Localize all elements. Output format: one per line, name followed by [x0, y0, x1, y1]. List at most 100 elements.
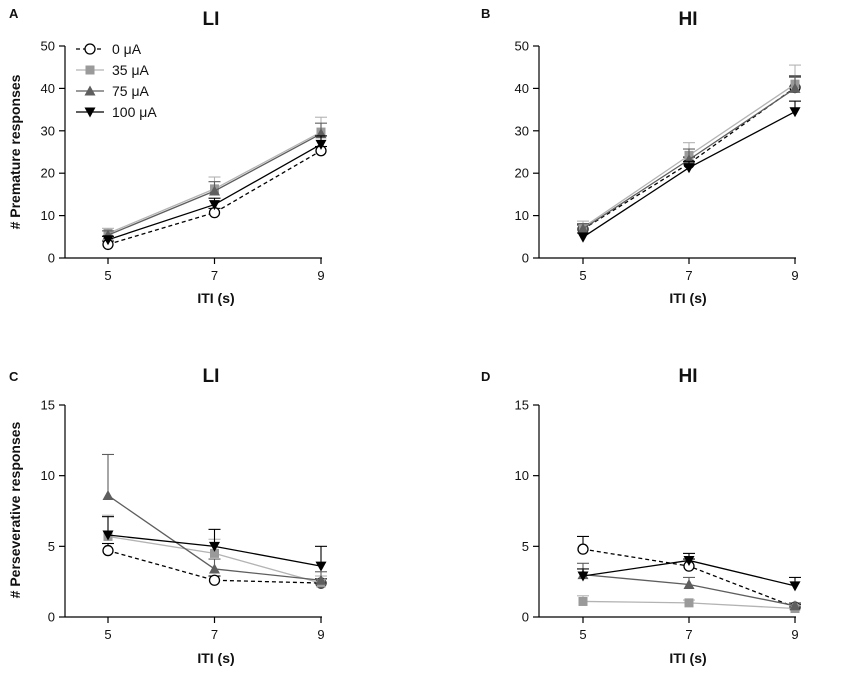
- series-line: [582, 111, 796, 238]
- legend-label: 100 μA: [112, 104, 157, 120]
- legend-marker: [84, 85, 96, 96]
- series: [577, 595, 801, 614]
- x-tick-label: 9: [791, 627, 798, 642]
- data-point: [683, 555, 695, 566]
- panel-title: LI: [203, 366, 220, 387]
- legend-marker: [84, 107, 96, 118]
- legend-label: 75 μA: [112, 83, 150, 99]
- panel-letter: B: [481, 6, 490, 21]
- data-point: [789, 82, 801, 93]
- legend-marker: [84, 43, 96, 55]
- data-point: [789, 581, 801, 592]
- y-tick-label: 10: [515, 208, 529, 223]
- x-axis-label: ITI (s): [669, 290, 706, 306]
- legend-entry: 100 μA: [76, 104, 157, 120]
- y-tick-label: 10: [41, 468, 55, 483]
- data-point: [577, 571, 589, 582]
- panel-letter: D: [481, 369, 490, 384]
- panel-title: HI: [679, 9, 698, 30]
- legend: 0 μA 35 μA 75 μA 100 μA: [76, 41, 157, 120]
- data-point: [102, 489, 114, 500]
- x-tick-label: 5: [579, 268, 586, 283]
- data-point: [209, 563, 220, 574]
- data-point: [315, 574, 327, 585]
- series: [102, 453, 327, 585]
- x-tick-label: 7: [685, 268, 692, 283]
- chart-panel-b: 0 10 20 30 40 50 5 7 9 B HI ITI (s): [481, 6, 801, 306]
- data-point: [210, 548, 219, 558]
- x-tick-label: 7: [211, 268, 218, 283]
- y-tick-label: 0: [48, 251, 55, 266]
- data-point: [209, 541, 220, 552]
- series-line: [107, 150, 322, 246]
- x-axis-label: ITI (s): [197, 290, 234, 306]
- data-point: [789, 600, 801, 611]
- data-point: [315, 561, 327, 572]
- data-point: [789, 107, 801, 118]
- y-tick-label: 40: [515, 81, 529, 96]
- y-tick-label: 5: [522, 539, 529, 554]
- series: [102, 116, 327, 238]
- x-tick-label: 9: [317, 268, 324, 283]
- series: [102, 135, 327, 246]
- y-tick-label: 30: [515, 123, 529, 138]
- y-tick-label: 0: [522, 251, 529, 266]
- x-axis-label: ITI (s): [197, 650, 234, 666]
- data-point: [208, 574, 221, 586]
- data-point: [577, 232, 589, 243]
- x-tick-label: 7: [211, 627, 218, 642]
- legend-entry: 75 μA: [76, 83, 150, 99]
- x-tick-label: 9: [791, 268, 798, 283]
- chart-panel-a: 0 10 20 30 40 50 5 7 9 A LI ITI (s) # Premature resp…: [7, 6, 327, 306]
- y-tick-label: 5: [48, 539, 55, 554]
- y-tick-label: 15: [515, 398, 529, 413]
- y-axis-label: # Perseverative responses: [7, 421, 23, 598]
- legend-entry: 0 μA: [76, 41, 142, 57]
- series: [102, 122, 327, 240]
- x-axis-label: ITI (s): [669, 650, 706, 666]
- series: [102, 145, 327, 251]
- panel-title: HI: [679, 366, 698, 387]
- y-tick-label: 15: [41, 398, 55, 413]
- y-tick-label: 50: [515, 39, 529, 54]
- series: [577, 100, 801, 243]
- panel-letter: A: [9, 6, 19, 21]
- series: [577, 75, 801, 234]
- x-tick-label: 5: [104, 627, 111, 642]
- chart-panel-d: 0 5 10 15 5 7 9 D HI ITI (s): [481, 366, 801, 666]
- y-tick-label: 10: [41, 208, 55, 223]
- y-tick-label: 0: [522, 610, 529, 625]
- data-point: [315, 139, 327, 150]
- legend-label: 35 μA: [112, 62, 150, 78]
- y-tick-label: 10: [515, 468, 529, 483]
- data-point: [578, 596, 588, 606]
- panel-letter: C: [9, 369, 19, 384]
- x-tick-label: 5: [579, 627, 586, 642]
- data-point: [577, 223, 589, 234]
- data-point: [209, 185, 220, 196]
- series: [102, 516, 327, 572]
- y-tick-label: 20: [515, 166, 529, 181]
- legend-label: 0 μA: [112, 41, 142, 57]
- x-tick-label: 9: [317, 627, 324, 642]
- y-axis-label: # Premature responses: [7, 74, 23, 229]
- panel-title: LI: [203, 9, 220, 30]
- data-point: [684, 598, 694, 608]
- series: [577, 552, 801, 592]
- x-tick-label: 7: [685, 627, 692, 642]
- x-tick-label: 5: [104, 268, 111, 283]
- y-tick-label: 30: [41, 123, 55, 138]
- data-point: [102, 235, 114, 246]
- data-point: [102, 544, 114, 557]
- y-tick-label: 40: [41, 81, 55, 96]
- y-tick-label: 0: [48, 610, 55, 625]
- y-tick-label: 50: [41, 39, 55, 54]
- data-point: [683, 163, 695, 174]
- y-tick-label: 20: [41, 166, 55, 181]
- data-point: [102, 530, 114, 541]
- data-point: [577, 543, 589, 555]
- legend-entry: 35 μA: [76, 62, 150, 78]
